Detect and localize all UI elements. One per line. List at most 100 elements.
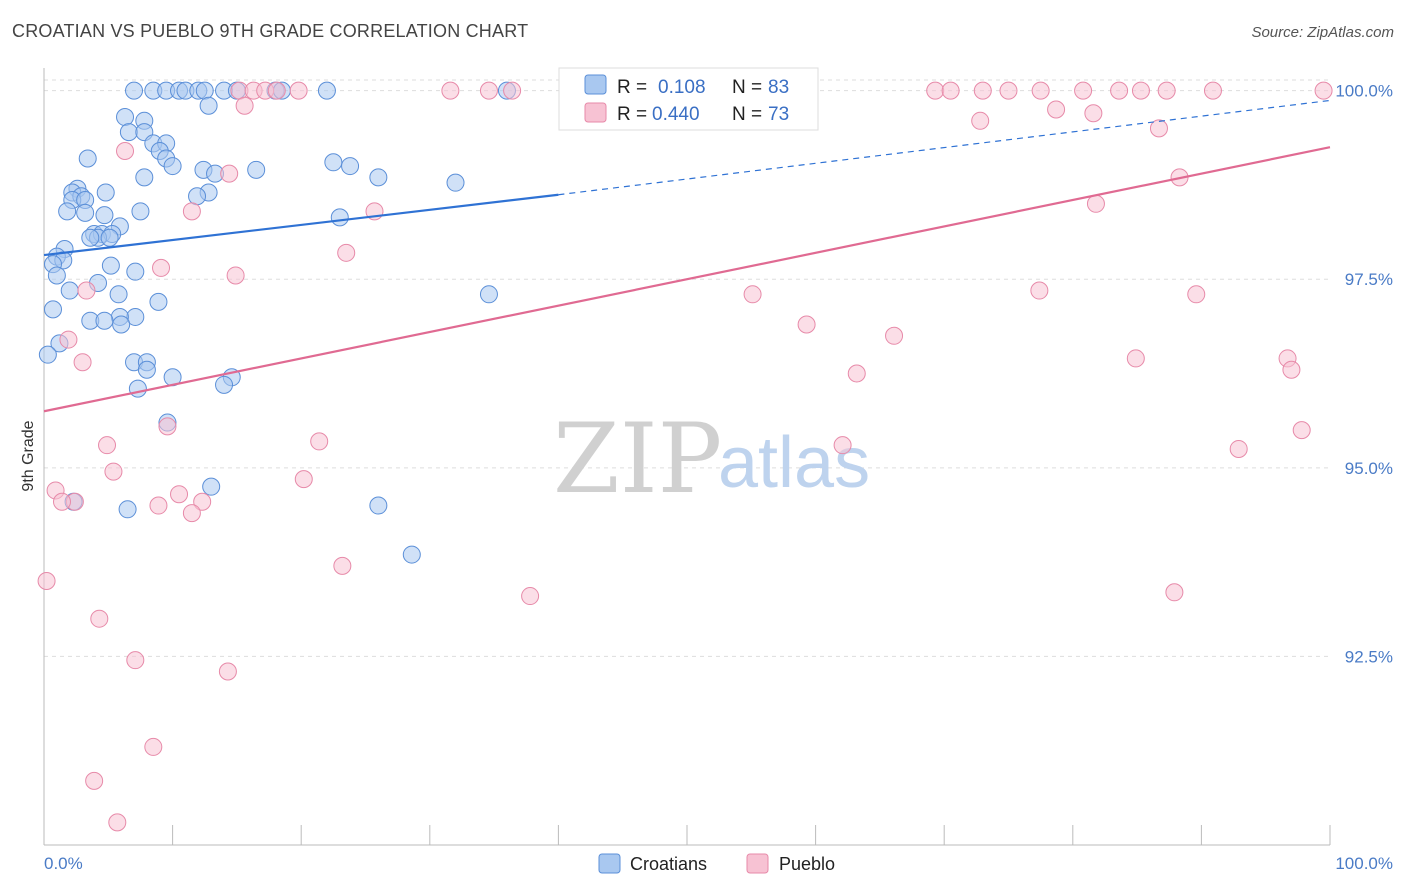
- pueblo-point: [441, 81, 460, 100]
- watermark-atlas: atlas: [718, 423, 870, 503]
- gridlines: [44, 79, 1330, 657]
- pueblo-point: [1292, 421, 1311, 440]
- croatians-point: [96, 183, 115, 202]
- pueblo-point: [77, 281, 96, 300]
- croatians-point: [163, 157, 182, 176]
- pueblo-point: [182, 504, 201, 523]
- croatians-point: [402, 545, 421, 564]
- pueblo-point: [973, 81, 992, 100]
- pueblo-point: [267, 81, 286, 100]
- pueblo-point: [218, 662, 237, 681]
- croatians-point: [128, 379, 147, 398]
- croatians-point: [369, 168, 388, 187]
- pueblo-point: [521, 587, 540, 606]
- y-tick-label: 97.5%: [1345, 270, 1393, 289]
- pueblo-point: [1165, 583, 1184, 602]
- legend-swatch-croatians: [584, 74, 607, 95]
- legend-n-value-croatians: 83: [768, 77, 789, 98]
- pueblo-point: [108, 813, 127, 832]
- x-tick-label-max: 100.0%: [1335, 854, 1393, 873]
- pueblo-point: [90, 609, 109, 628]
- croatians-point: [479, 285, 498, 304]
- pueblo-point: [1187, 285, 1206, 304]
- croatians-point: [126, 262, 145, 281]
- chart-title: CROATIAN VS PUEBLO 9TH GRADE CORRELATION…: [12, 21, 529, 41]
- croatians-point: [195, 81, 214, 100]
- pueblo-point: [941, 81, 960, 100]
- croatians-point: [369, 496, 388, 515]
- pueblo-point: [73, 353, 92, 372]
- pueblo-point: [193, 492, 212, 511]
- pueblo-point: [85, 771, 104, 790]
- legend-r-value-pueblo: 0.440: [652, 104, 700, 125]
- pueblo-point: [743, 285, 762, 304]
- x-tick-label-min: 0.0%: [44, 854, 83, 873]
- croatians-point: [137, 360, 156, 379]
- pueblo-point: [53, 492, 72, 511]
- croatians-point: [76, 203, 95, 222]
- bottom-legend-swatch-pueblo: [746, 853, 769, 874]
- pueblo-point: [833, 436, 852, 455]
- y-axis-label: 9th Grade: [20, 420, 37, 491]
- croatians-point: [149, 292, 168, 311]
- croatians-point: [58, 202, 77, 221]
- bottom-legend-swatch-croatians: [598, 853, 621, 874]
- pueblo-point: [1074, 81, 1093, 100]
- pueblo-point: [971, 111, 990, 130]
- pueblo-point: [885, 326, 904, 345]
- pueblo-point: [59, 330, 78, 349]
- pueblo-point: [1110, 81, 1129, 100]
- pueblo-point: [116, 141, 135, 160]
- bottom-legend-croatians: Croatians: [630, 854, 707, 874]
- croatians-point: [101, 256, 120, 275]
- croatians-point: [109, 285, 128, 304]
- croatians-trend-extension: [558, 99, 1331, 196]
- pueblo-point: [1149, 119, 1168, 138]
- pueblo-point: [503, 81, 522, 100]
- croatians-point: [341, 157, 360, 176]
- pueblo-point: [37, 571, 56, 590]
- croatians-point: [199, 96, 218, 115]
- croatians-point: [324, 153, 343, 172]
- pueblo-point: [1084, 104, 1103, 123]
- croatians-trend-line: [43, 193, 559, 257]
- croatians-point: [125, 81, 144, 100]
- pueblo-point: [226, 266, 245, 285]
- croatians-point: [100, 228, 119, 247]
- pueblo-point: [310, 432, 329, 451]
- croatians-point: [47, 266, 66, 285]
- croatians-point: [119, 123, 138, 142]
- pueblo-point: [1031, 81, 1050, 100]
- bottom-legend-pueblo: Pueblo: [779, 854, 835, 874]
- pueblo-point: [1086, 194, 1105, 213]
- pueblo-point: [1229, 439, 1248, 458]
- pueblo-trend-line: [43, 146, 1331, 413]
- croatians-point: [317, 81, 336, 100]
- croatians-point: [131, 202, 150, 221]
- croatians-points: [38, 81, 594, 564]
- pueblo-point: [182, 202, 201, 221]
- pueblo-point: [926, 81, 945, 100]
- pueblo-point: [104, 462, 123, 481]
- croatians-point: [247, 160, 266, 179]
- pueblo-point: [235, 96, 254, 115]
- legend-n-label-croatians: N =: [732, 77, 762, 98]
- watermark-zip: ZIP: [553, 403, 722, 515]
- pueblo-point: [847, 364, 866, 383]
- y-tick-label: 95.0%: [1345, 459, 1393, 478]
- croatians-point: [135, 168, 154, 187]
- croatians-point: [118, 500, 137, 519]
- pueblo-point: [797, 315, 816, 334]
- source-label: Source: ZipAtlas.com: [1251, 24, 1394, 41]
- croatians-point: [330, 208, 349, 227]
- y-tick-label: 92.5%: [1345, 647, 1393, 666]
- pueblo-point: [1282, 360, 1301, 379]
- croatians-point: [446, 173, 465, 192]
- legend-r-value-croatians: 0.108: [658, 77, 706, 98]
- croatians-point: [116, 108, 135, 127]
- legend-n-value-pueblo: 73: [768, 104, 789, 125]
- pueblo-point: [98, 436, 117, 455]
- pueblo-point: [1030, 281, 1049, 300]
- croatians-point: [78, 149, 97, 168]
- pueblo-point: [1203, 81, 1222, 100]
